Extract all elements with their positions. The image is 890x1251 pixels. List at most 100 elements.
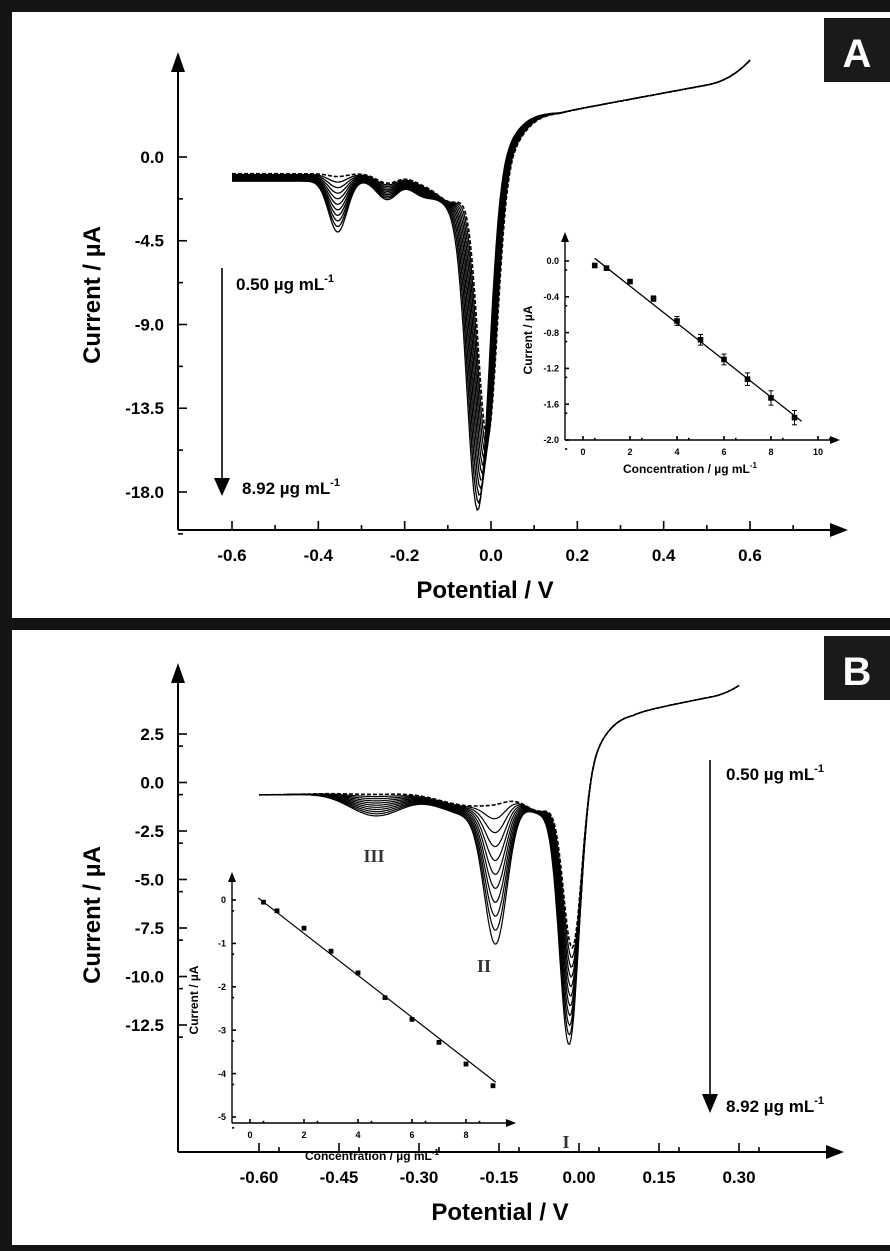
panel-b-y-tick-label: -10.0 — [125, 967, 164, 986]
panel-b-inset-points — [257, 897, 497, 1089]
panel-a-y-tick-label: 0.0 — [140, 148, 164, 167]
panel-b-y-arrow — [171, 663, 185, 683]
panel-b-chart: 2.50.0-2.5-5.0-7.5-10.0-12.5 -0.60 -0.45-… — [79, 663, 844, 1226]
panel-b-x-tick-label: -0.60 — [240, 1168, 279, 1187]
panel-b-inset: 0 -1 -2 -3 -4 -5 0 2 4 6 8 Current / µA Concentra… — [187, 872, 516, 1163]
panel-a-inset-x-tick-label: 4 — [674, 447, 679, 457]
panel-a-inset-y-arrow — [561, 232, 569, 242]
panel-b-inset-x-tick-label: 6 — [409, 1130, 414, 1140]
panel-b-inset-x-ticks: 0 2 4 6 8 — [247, 1119, 481, 1140]
panel-a-y-tick-label: -9.0 — [135, 315, 164, 334]
panel-a-x-tick-label: -0.4 — [304, 546, 334, 565]
panel-a-inset-point — [591, 262, 598, 269]
panel-b-concentration-end: 8.92 µg mL-1 — [726, 1095, 824, 1116]
panel-a-inset-point — [674, 318, 680, 324]
panel-a-inset-x-tick-label: 2 — [627, 447, 632, 457]
panel-b-label: B — [843, 650, 872, 694]
panel-a-inset-point — [744, 376, 751, 382]
panel-a-y-ticks: 0.0 -4.5 -9.0 -13.5 -18.0 — [125, 148, 187, 535]
panel-b-concentration-arrowhead — [702, 1094, 718, 1113]
panel-b-inset-point — [261, 899, 266, 905]
panel-b-x-tick-label: -0.45 — [320, 1168, 359, 1187]
panel-a-background — [12, 12, 890, 618]
panel-b-x-tick-label: 0.15 — [642, 1168, 675, 1187]
panel-b-inset-point — [301, 925, 307, 931]
panel-a-x-tick-label: 0.6 — [738, 546, 762, 565]
panel-b-inset-x-tick-label: 0 — [247, 1130, 252, 1140]
panel-b-x-tick-label: 0.30 — [722, 1168, 755, 1187]
panel-a-concentration-start: 0.50 µg mL-1 — [236, 273, 334, 294]
panel-a-inset-x-arrow — [830, 436, 840, 444]
panel-a-inset-point — [650, 295, 657, 302]
panel-b-inset-point — [382, 995, 388, 1001]
peak-label-ii: II — [477, 956, 491, 976]
panel-b-inset-x-tick-label: 2 — [301, 1130, 306, 1140]
panel-a-inset-point — [721, 356, 727, 363]
panel-b-inset-y-label: Current / µA — [187, 965, 201, 1034]
panel-b-inset-point — [328, 948, 334, 954]
panel-a-x-tick-label: 0.4 — [652, 546, 676, 565]
panel-b-inset-x-tick-label: 8 — [463, 1130, 468, 1140]
panel-a-y-tick-label: -13.5 — [125, 399, 164, 418]
panel-b-y-tick-label: -5.0 — [135, 870, 164, 889]
panel-b-inset-y-tick-label: -2 — [218, 982, 226, 992]
panel-b-inset-x-arrow — [506, 1119, 516, 1127]
panel-b-x-tick-label: -0.30 — [400, 1168, 439, 1187]
panel-a-inset-x-ticks: 0 2 4 6 8 10 — [580, 436, 831, 457]
panel-a-concentration-arrowhead — [214, 478, 230, 496]
panel-a-voltammograms — [232, 59, 751, 512]
peak-label-i: I — [562, 1132, 569, 1152]
panel-a-x-tick-label: 0.0 — [479, 546, 503, 565]
panel-a-inset-y-tick-label: -2.0 — [543, 435, 559, 445]
panel-b-inset-point — [436, 1039, 442, 1045]
panel-a-inset-y-label: Current / µA — [521, 305, 535, 374]
panel-b-inset-y-tick-label: -1 — [218, 939, 226, 949]
panel-b-inset-x-tick-label: 4 — [355, 1130, 360, 1140]
panel-a-concentration-end: 8.92 µg mL-1 — [242, 477, 340, 498]
panel-b-x-arrow — [826, 1145, 844, 1159]
panel-a-inset-x-label: Concentration / µg mL-1 — [623, 461, 758, 476]
panel-b-inset-point — [490, 1083, 496, 1089]
panel-a-inset-x-tick-label: 0 — [580, 447, 585, 457]
panel-a-inset-y-tick-label: 0.0 — [546, 256, 559, 266]
panel-a-inset: 0.0 -0.4 -0.8 -1.2 -1.6 -2.0 0 2 4 6 8 10 Current … — [521, 232, 840, 476]
panel-b-inset-x-label: Concentration / µg mL-1 — [305, 1148, 440, 1163]
panel-b-inset-y-tick-label: 0 — [221, 895, 226, 905]
panel-b-inset-y-arrow — [228, 872, 236, 882]
panel-a-y-arrow — [171, 52, 185, 72]
panel-a-x-tick-label: -0.6 — [217, 546, 246, 565]
panel-b-concentration-start: 0.50 µg mL-1 — [726, 763, 824, 784]
panel-a-x-tick-label: 0.2 — [566, 546, 590, 565]
panel-b-inset-point — [355, 970, 361, 976]
panel-a-inset-point — [603, 265, 610, 271]
peak-label-iii: III — [363, 846, 384, 866]
panel-b-y-tick-label: -12.5 — [125, 1016, 164, 1035]
panel-a-inset-y-tick-label: -0.8 — [543, 328, 559, 338]
panel-b-y-tick-label: 2.5 — [140, 725, 164, 744]
panel-a-x-tick-label: -0.2 — [390, 546, 419, 565]
panel-a-inset-point — [768, 395, 774, 401]
panel-b-y-tick-label: 0.0 — [140, 773, 164, 792]
panel-b-voltammograms — [259, 684, 740, 1045]
panel-b-inset-fit-line — [257, 897, 497, 1083]
panel-b-voltammogram-curve — [259, 684, 740, 1045]
panel-b-x-tick-label: 0.00 — [562, 1168, 595, 1187]
panel-a-inset-y-tick-label: -0.4 — [543, 292, 559, 302]
panel-a-inset-x-tick-label: 6 — [721, 447, 726, 457]
panel-b-inset-point — [274, 908, 280, 914]
panel-a-badge — [824, 18, 890, 82]
panel-a-inset-y-tick-label: -1.6 — [543, 399, 559, 409]
panel-a-inset-x-tick-label: 10 — [813, 447, 823, 457]
panel-a-y-label: Current / µA — [79, 226, 106, 364]
panel-b-badge — [824, 636, 890, 700]
panel-b-x-tick-label: -0.15 — [480, 1168, 519, 1187]
panel-a-x-label: Potential / V — [416, 577, 553, 604]
panel-a-x-ticks: -0.6 -0.4 -0.2 0.0 0.2 0.4 0.6 — [217, 521, 794, 565]
panel-a-x-arrow — [830, 523, 848, 537]
panel-b-y-tick-label: -7.5 — [135, 919, 164, 938]
panel-a-inset-y-tick-label: -1.2 — [543, 364, 559, 374]
panel-b-background — [12, 630, 890, 1245]
panel-b-inset-y-tick-label: -5 — [218, 1112, 226, 1122]
panel-a-y-tick-label: -4.5 — [135, 232, 164, 251]
